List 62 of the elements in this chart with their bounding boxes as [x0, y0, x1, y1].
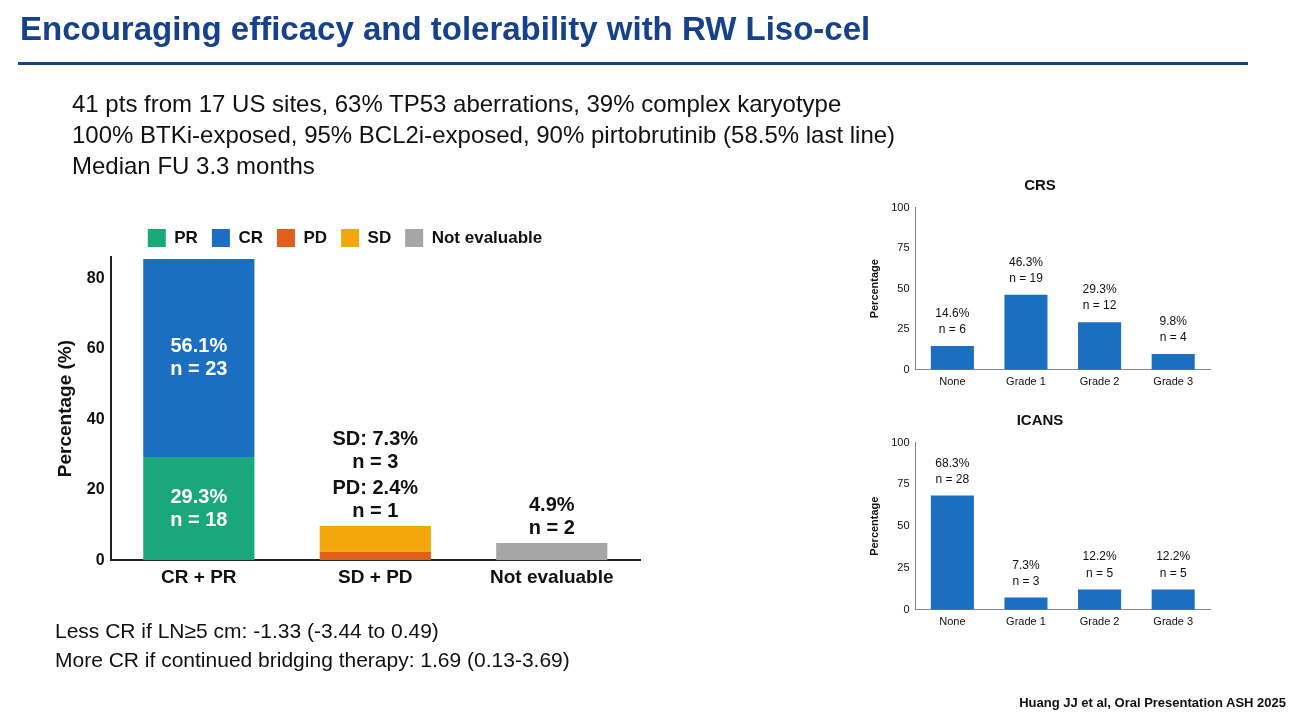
- data-label: 14.6% n = 6: [935, 306, 970, 337]
- chart-title: ICANS: [1015, 411, 1065, 428]
- y-tick-label: 80: [86, 268, 105, 286]
- data-label: 56.1% n = 23: [170, 334, 228, 380]
- text: More CR if continued bridging therapy: 1.69 (0.13-3.69): [55, 647, 570, 673]
- data-label: 46.3% n = 19: [1008, 254, 1044, 285]
- chart-subtitle: 41 pts from 17 US sites, 63% TP53 aberrations, 39% complex karyotype 100% BTKi-exposed, 95% BCL2i-exposed, 90% pirtobrutinib (58.5% last line) Median FU 3.3 months: [72, 89, 896, 181]
- data-label: SD: 7.3% n = 3: [332, 427, 419, 473]
- x-tick-label: Not evaluable: [489, 565, 614, 587]
- x-tick-label: Grade 2: [1079, 615, 1120, 628]
- y-tick-label: 20: [86, 480, 105, 498]
- y-tick-label: 75: [897, 241, 910, 254]
- y-tick-label: 25: [897, 561, 910, 574]
- legend-label: CR: [238, 227, 263, 247]
- text: Less CR if LN≥5 cm: -1.33 (-3.44 to 0.49): [55, 618, 440, 644]
- bar: [1004, 294, 1048, 370]
- data-label: 4.9% n = 2: [528, 492, 575, 538]
- y-tick-label: 0: [903, 362, 910, 375]
- y-tick-label: 0: [95, 550, 105, 568]
- text: Huang JJ et al, Oral Presentation ASH 2025: [1019, 695, 1286, 710]
- x-tick-label: Grade 2: [1079, 375, 1120, 388]
- legend-label: PR: [174, 227, 198, 247]
- y-tick-label: 40: [86, 409, 105, 427]
- data-label: 9.8% n = 4: [1159, 313, 1188, 345]
- chart-title: Encouraging efficacy and tolerability with RW Liso-cel: [20, 10, 871, 48]
- x-tick-label: Grade 1: [1006, 615, 1046, 628]
- y-tick-label: 50: [897, 281, 910, 294]
- data-label: PD: 2.4% n = 1: [332, 476, 419, 522]
- bar: [930, 346, 974, 370]
- y-tick-label: 25: [897, 322, 910, 335]
- y-tick-label: 100: [891, 435, 910, 448]
- y-tick-label: 0: [903, 602, 910, 615]
- x-tick-label: None: [939, 375, 966, 388]
- data-label: 12.2% n = 5: [1156, 549, 1191, 580]
- bar: [930, 495, 974, 610]
- chart-title: CRS: [1023, 176, 1057, 193]
- legend-label: PD: [303, 227, 328, 247]
- y-axis-title: Percentage (%): [53, 339, 75, 478]
- bar: [1151, 353, 1195, 370]
- data-label: 12.2% n = 5: [1082, 549, 1117, 580]
- data-label: 29.3% n = 12: [1082, 282, 1117, 313]
- data-label: 68.3% n = 28: [935, 455, 970, 486]
- bar: [1004, 597, 1048, 610]
- x-tick-label: Grade 3: [1153, 375, 1194, 388]
- x-tick-label: None: [939, 615, 966, 628]
- y-tick-label: 50: [897, 519, 910, 532]
- bar: [1078, 322, 1122, 370]
- bar: [1151, 589, 1195, 610]
- y-tick-label: 75: [897, 477, 910, 490]
- x-tick-label: SD + PD: [338, 565, 413, 587]
- data-label: 29.3% n = 18: [170, 484, 228, 530]
- legend-label: SD: [367, 227, 392, 247]
- y-tick-label: 60: [86, 339, 105, 357]
- x-tick-label: Grade 1: [1006, 375, 1046, 388]
- legend-label: Not evaluable: [431, 227, 543, 247]
- y-axis-title: Percentage: [867, 259, 880, 319]
- bar: [1078, 589, 1122, 610]
- y-tick-label: 100: [891, 200, 910, 213]
- x-tick-label: CR + PR: [161, 565, 237, 587]
- x-tick-label: Grade 3: [1153, 615, 1194, 628]
- y-axis-title: Percentage: [867, 496, 880, 556]
- data-label: 7.3% n = 3: [1012, 557, 1040, 588]
